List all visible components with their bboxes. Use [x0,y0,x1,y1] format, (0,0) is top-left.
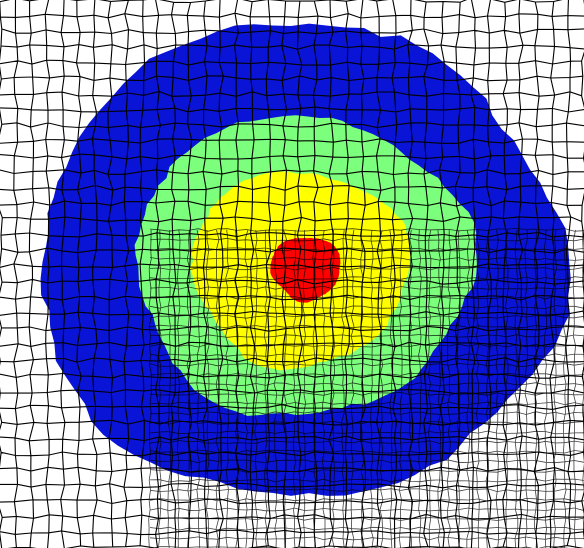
mesh-lines-fine [148,228,584,548]
